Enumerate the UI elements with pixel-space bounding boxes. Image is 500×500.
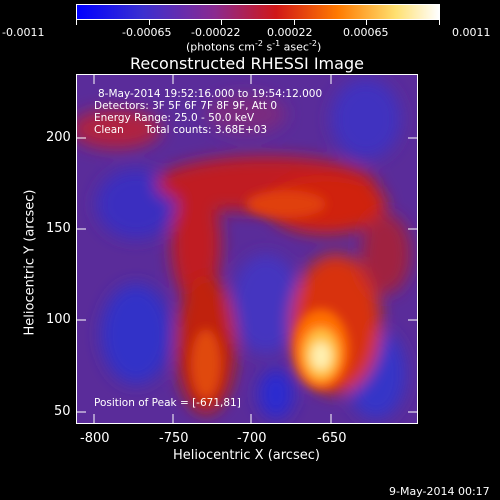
peak-position: Position of Peak = [-671,81] — [94, 397, 241, 409]
footer-timestamp: 9-May-2014 00:17 — [389, 485, 490, 498]
detectors: Detectors: 3F 5F 6F 7F 8F 9F, Att 0 — [94, 100, 278, 112]
colorbar-tick-label: 0.0011 — [452, 26, 491, 39]
time-range: 8-May-2014 19:52:16.000 to 19:54:12.000 — [98, 88, 323, 100]
total-counts: Total counts: 3.68E+03 — [145, 124, 268, 136]
colorbar-ticks — [76, 20, 440, 26]
energy-range: Energy Range: 25.0 - 50.0 keV — [94, 112, 255, 124]
rhessi-image — [76, 74, 418, 424]
y-axis-label: Heliocentric Y (arcsec) — [22, 189, 38, 336]
clean-label: Clean — [94, 124, 124, 136]
colorbar-tick-label: 0.00065 — [343, 26, 389, 39]
x-tick-label: -700 — [237, 431, 267, 446]
colorbar-tick-label: 0.00022 — [267, 26, 313, 39]
y-tick-label: 150 — [46, 221, 71, 236]
colorbar-tick-label: -0.00022 — [191, 26, 241, 39]
y-tick-label: 50 — [54, 404, 71, 419]
y-tick-label: 100 — [46, 312, 71, 327]
colorbar-tick-label: -0.0011 — [2, 26, 45, 39]
x-axis-label: Heliocentric X (arcsec) — [173, 448, 320, 463]
colorbar — [76, 4, 440, 20]
x-tick-label: -800 — [80, 431, 110, 446]
colorbar-units: (photons cm-2 s-1 asec-2) — [186, 39, 322, 54]
image-title: Reconstructed RHESSI Image — [130, 54, 364, 73]
x-tick-label: -750 — [159, 431, 189, 446]
x-tick-label: -650 — [317, 431, 347, 446]
y-tick-label: 200 — [46, 130, 71, 145]
colorbar-tick-label: -0.00065 — [122, 26, 172, 39]
